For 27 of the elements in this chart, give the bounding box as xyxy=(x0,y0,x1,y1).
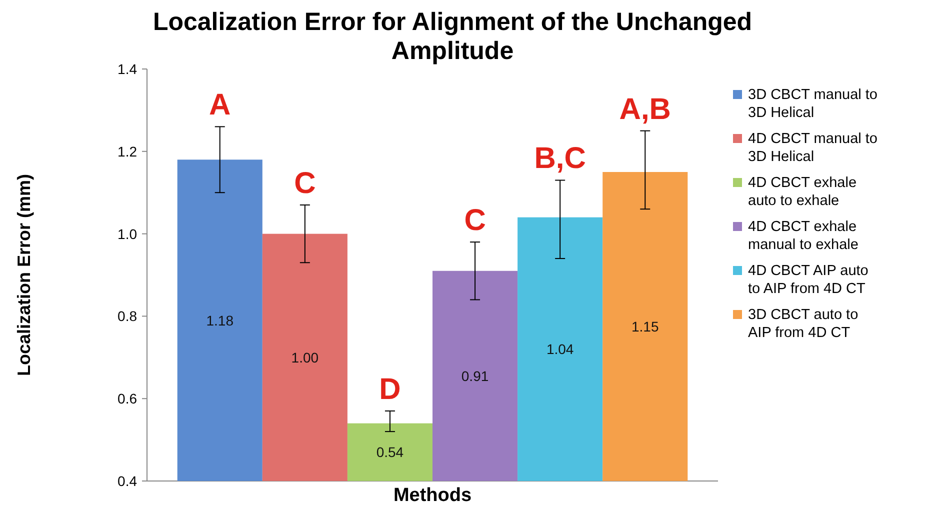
y-tick-label: 0.4 xyxy=(118,473,138,489)
y-tick-label: 0.6 xyxy=(118,390,138,407)
y-tick-label: 1.0 xyxy=(118,226,138,242)
data-label: 0.91 xyxy=(461,368,489,384)
legend-label: 3D CBCT manual to 3D Helical xyxy=(748,87,878,121)
x-axis-title: Methods xyxy=(393,485,472,506)
chart-title: Localization Error for Alignment of the Unchanged Amplitude xyxy=(152,8,752,65)
annotation: A,B xyxy=(619,92,671,126)
legend-label: 4D CBCT AIP auto to AIP from 4D CT xyxy=(748,263,868,297)
annotation: B,C xyxy=(534,142,586,176)
y-axis-title: Localization Error (mm) xyxy=(14,174,34,376)
legend-label: 4D CBCT manual to 3D Helical xyxy=(748,131,878,165)
data-label: 1.15 xyxy=(632,318,659,334)
data-label: 0.54 xyxy=(376,444,404,460)
annotation: C xyxy=(294,166,316,200)
y-tick-label: 1.2 xyxy=(118,143,138,160)
legend-label: 4D CBCT exhale manual to exhale xyxy=(748,219,858,253)
annotation: A xyxy=(209,88,231,122)
legend-label: 4D CBCT exhale auto to exhale xyxy=(748,175,857,209)
data-label: 1.04 xyxy=(546,341,574,358)
data-label: 1.18 xyxy=(206,312,234,328)
y-tick-label: 1.4 xyxy=(118,61,138,77)
annotation: D xyxy=(379,372,401,406)
y-tick-label: 0.8 xyxy=(118,308,138,324)
data-label: 1.00 xyxy=(291,349,319,366)
annotation: C xyxy=(464,204,486,238)
legend-label: 3D CBCT auto to AIP from 4D CT xyxy=(748,307,858,341)
